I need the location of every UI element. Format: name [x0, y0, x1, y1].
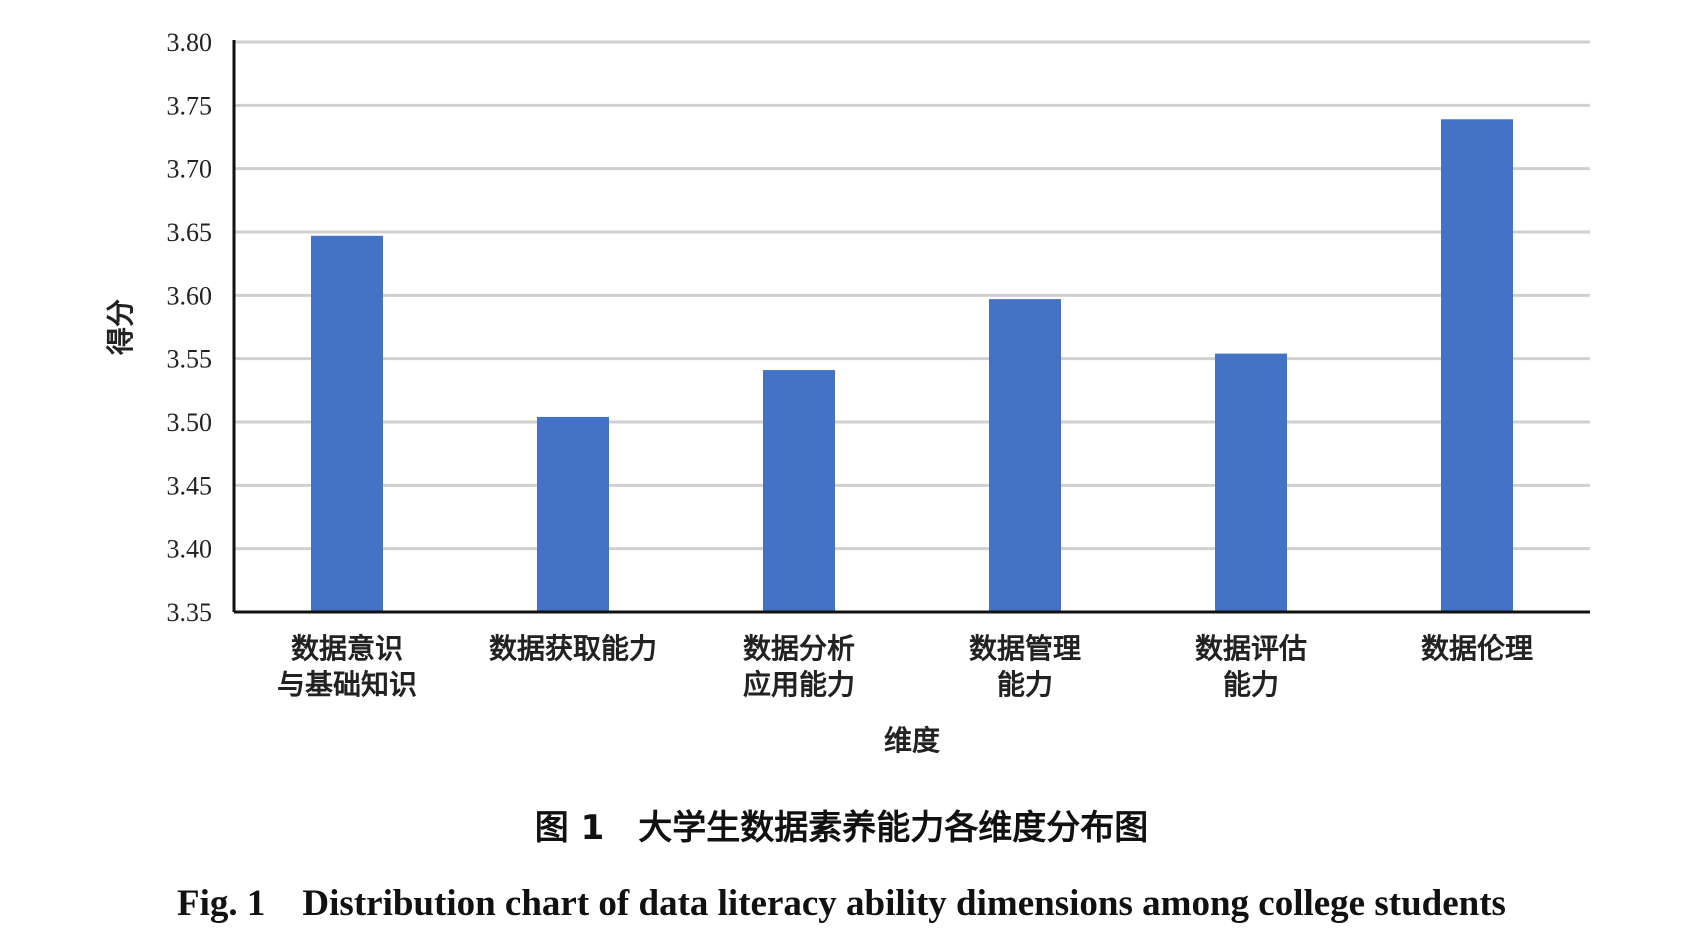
y-tick-label: 3.80 — [167, 28, 213, 57]
x-category-label: 数据伦理 — [1421, 632, 1533, 665]
y-tick-labels: 3.35 3.40 3.45 3.50 3.55 3.60 3.65 3.70 3.75 3.80 — [167, 28, 213, 627]
x-category-label: 数据评估 — [1195, 632, 1307, 665]
bar — [1441, 119, 1513, 613]
x-category-label: 数据意识 — [291, 632, 403, 665]
y-axis-title: 得分 — [104, 299, 137, 356]
bar — [537, 416, 609, 612]
bar — [763, 370, 835, 612]
y-tick-label: 3.75 — [167, 91, 213, 120]
bar-chart: 3.35 3.40 3.45 3.50 3.55 3.60 3.65 3.70 3.75 3.80… — [104, 28, 1590, 757]
x-axis-title: 维度 — [884, 724, 940, 757]
bar — [989, 299, 1061, 612]
y-tick-label: 3.65 — [167, 218, 213, 247]
y-tick-label: 3.40 — [167, 535, 213, 564]
y-tick-label: 3.55 — [167, 345, 213, 374]
x-category-label: 数据管理 — [969, 632, 1081, 665]
y-tick-label: 3.70 — [167, 155, 213, 184]
x-category-label: 数据获取能力 — [489, 632, 657, 665]
y-tick-label: 3.45 — [167, 471, 213, 500]
x-category-label: 能力 — [997, 668, 1053, 701]
axes — [232, 40, 1590, 614]
y-tick-label: 3.35 — [167, 598, 213, 627]
bars — [311, 119, 1513, 613]
gridlines — [234, 40, 1590, 551]
y-tick-label: 3.60 — [167, 281, 213, 310]
bar — [311, 235, 383, 613]
x-category-label: 能力 — [1223, 668, 1279, 701]
x-category-label: 与基础知识 — [277, 668, 417, 701]
bar — [1215, 353, 1287, 612]
x-category-label: 应用能力 — [743, 668, 855, 701]
figure-caption-chinese: 图 1 大学生数据素养能力各维度分布图 — [534, 808, 1149, 848]
y-tick-label: 3.50 — [167, 408, 213, 437]
x-category-label: 数据分析 — [743, 632, 855, 665]
figure-caption-english: Fig. 1 Distribution chart of data litera… — [177, 883, 1506, 924]
